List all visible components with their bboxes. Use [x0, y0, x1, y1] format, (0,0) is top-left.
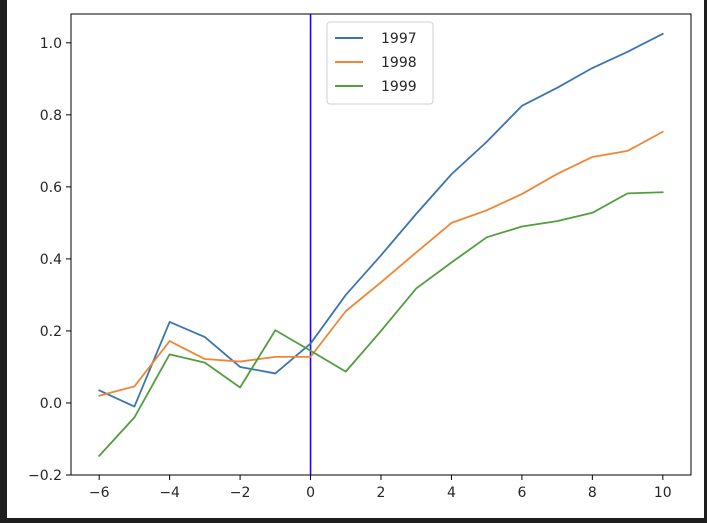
x-tick-label: 6: [517, 485, 526, 501]
x-tick-label: −2: [230, 485, 251, 501]
x-tick-label: 2: [377, 485, 386, 501]
y-tick-label: 0.4: [40, 252, 62, 268]
series-layer: [98, 32, 664, 457]
x-tick-label: 4: [447, 485, 456, 501]
series-line-1998: [98, 130, 664, 397]
chart-figure: −6 −4 −2 0 2 4 6 8 10 −0.2 0.0 0.2 0.4 0.6 0.8 1.0 199…: [7, 0, 704, 518]
line-chart: −6 −4 −2 0 2 4 6 8 10 −0.2 0.0 0.2 0.4 0.6 0.8 1.0 199…: [28, 13, 692, 501]
y-tick-label: 0.2: [40, 324, 62, 340]
x-tick-label: −6: [89, 485, 110, 501]
x-tick-label: 0: [306, 485, 315, 501]
x-tick-label: −4: [159, 485, 180, 501]
legend-box: [326, 21, 434, 105]
x-tick-label: 10: [654, 485, 672, 501]
series-line-1999: [98, 191, 664, 457]
y-tick-label: 1.0: [40, 36, 62, 52]
y-tick-label: 0.6: [40, 180, 62, 196]
y-axis: −0.2 0.0 0.2 0.4 0.6 0.8 1.0: [28, 36, 71, 484]
y-tick-label: 0.0: [40, 396, 62, 412]
series-line-1997: [98, 32, 664, 408]
legend-label-1997: 1997: [381, 31, 417, 47]
x-tick-label: 8: [588, 485, 597, 501]
legend-label-1998: 1998: [381, 55, 417, 71]
y-tick-label: 0.8: [40, 108, 62, 124]
legend-label-1999: 1999: [381, 79, 417, 95]
y-tick-label: −0.2: [28, 468, 62, 484]
x-axis: −6 −4 −2 0 2 4 6 8 10: [89, 475, 672, 501]
legend: 1997 1998 1999: [326, 21, 434, 105]
